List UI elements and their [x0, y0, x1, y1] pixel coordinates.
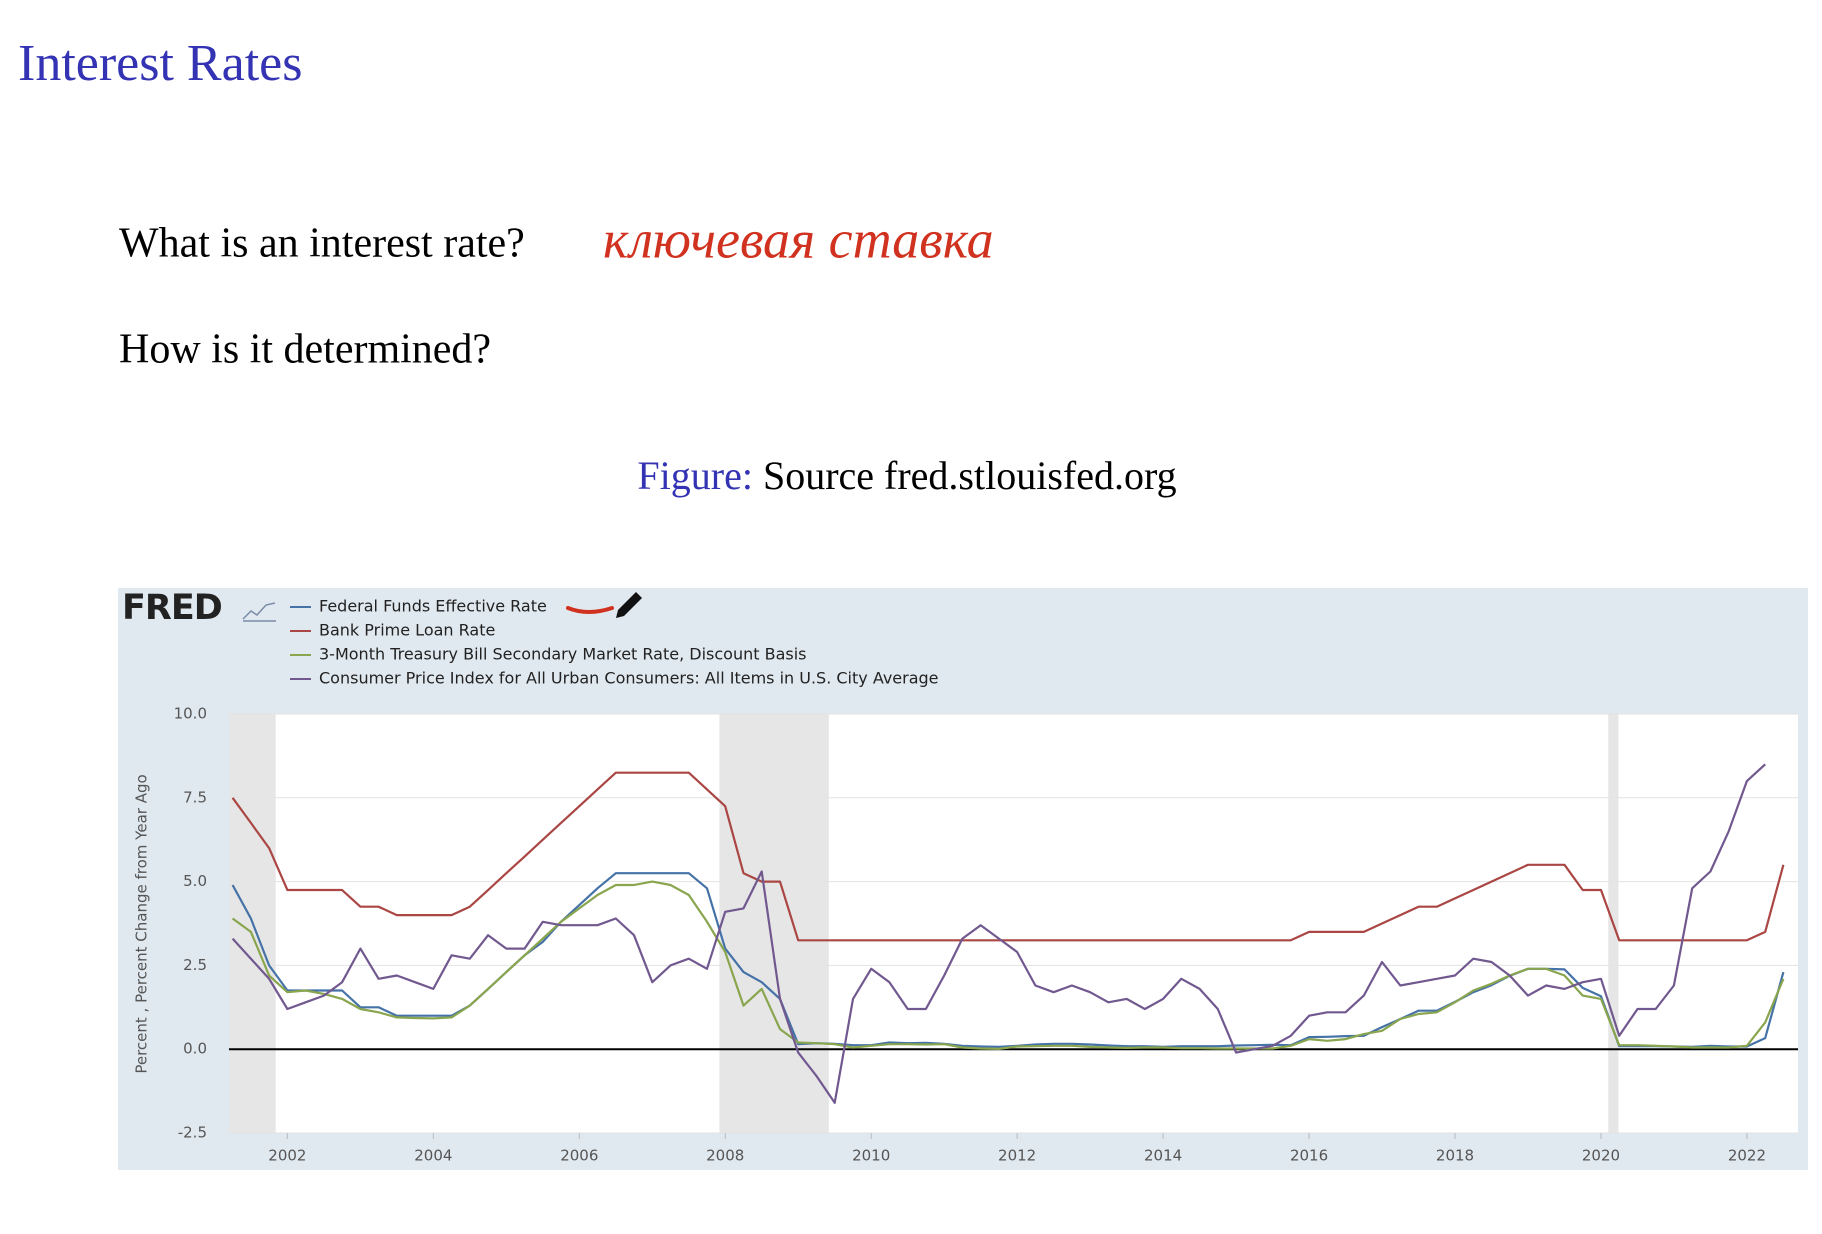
x-tick-label: 2022	[1728, 1147, 1766, 1165]
question: How is it determined?	[119, 327, 491, 373]
slide-title: Interest Rates	[18, 35, 302, 92]
y-tick-label: 0.0	[183, 1040, 207, 1058]
x-tick-label: 2020	[1582, 1147, 1620, 1165]
logo-icon	[242, 602, 276, 622]
pen-stroke	[566, 606, 614, 614]
y-tick-label: 7.5	[183, 788, 207, 806]
logo: FRED	[122, 588, 222, 628]
legend-label: Federal Funds Effective Rate	[319, 597, 547, 616]
x-tick-label: 2004	[414, 1147, 452, 1165]
x-tick-label: 2014	[1144, 1147, 1182, 1165]
x-tick-label: 2012	[998, 1147, 1036, 1165]
caption-text: Source fred.stlouisfed.org	[763, 453, 1177, 498]
x-tick-label: 2002	[268, 1147, 306, 1165]
y-axis-title: Percent , Percent Change from Year Ago	[133, 774, 151, 1073]
x-tick-label: 2008	[706, 1147, 744, 1165]
recession-band	[719, 714, 829, 1133]
x-tick-label: 2018	[1436, 1147, 1474, 1165]
x-tick-label: 2016	[1290, 1147, 1328, 1165]
series-line	[231, 771, 1785, 942]
x-tick-label: 2006	[560, 1147, 598, 1165]
y-tick-label: 5.0	[183, 872, 207, 890]
caption-label: Figure:	[637, 453, 753, 498]
question: What is an interest rate?	[119, 221, 525, 267]
y-tick-label: -2.5	[178, 1124, 207, 1142]
legend-label: Consumer Price Index for All Urban Consu…	[319, 669, 939, 688]
y-tick-label: 10.0	[174, 705, 207, 723]
handwriting: ключевая ставка	[603, 209, 994, 269]
y-tick-label: 2.5	[183, 956, 207, 974]
series-line	[231, 880, 1785, 1050]
legend-label: 3-Month Treasury Bill Secondary Market R…	[319, 645, 806, 664]
plot-area	[229, 714, 1798, 1133]
figure-caption: Figure: Source fred.stlouisfed.org	[637, 453, 1176, 498]
pencil-icon	[616, 592, 642, 618]
legend-label: Bank Prime Loan Rate	[319, 621, 495, 640]
x-tick-label: 2010	[852, 1147, 890, 1165]
series-line	[231, 763, 1766, 1104]
